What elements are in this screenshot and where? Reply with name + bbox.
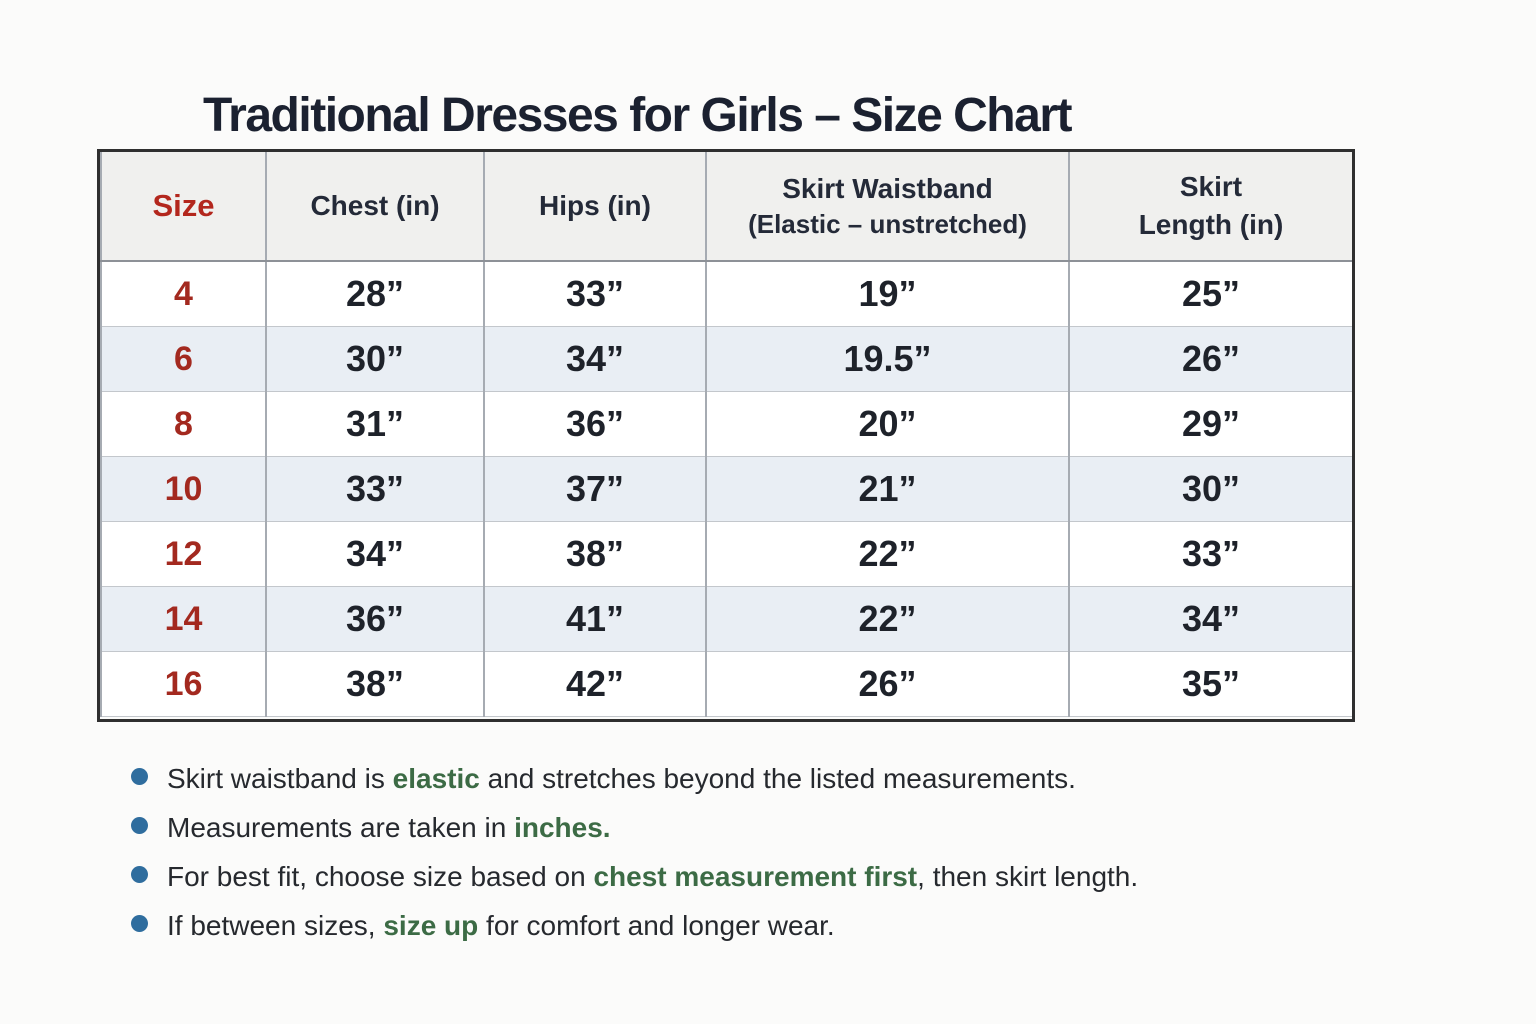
header-cell-waistband: Skirt Waistband (Elastic – unstretched) bbox=[705, 152, 1070, 262]
size-cell: 14 bbox=[100, 586, 267, 652]
note-text: If between sizes, size up for comfort an… bbox=[167, 909, 835, 943]
note-elastic-waistband: Skirt waistband is elastic and stretches… bbox=[131, 762, 1138, 796]
table-row-size-12: 12 34” 38” 22” 33” bbox=[100, 521, 1354, 587]
header-row: Size Chest (in) Hips (in) Skirt Waistban… bbox=[100, 152, 1354, 262]
size-cell: 8 bbox=[100, 391, 267, 457]
hips-cell: 36” bbox=[483, 391, 707, 457]
chest-cell: 31” bbox=[265, 391, 485, 457]
size-chart-table: Size Chest (in) Hips (in) Skirt Waistban… bbox=[100, 152, 1354, 717]
bullet-icon bbox=[131, 768, 148, 785]
chest-cell: 33” bbox=[265, 456, 485, 522]
table-row-size-6: 6 30” 34” 19.5” 26” bbox=[100, 326, 1354, 392]
note-text-highlight: size up bbox=[383, 910, 479, 941]
hips-cell: 38” bbox=[483, 521, 707, 587]
note-text-highlight: elastic bbox=[392, 763, 480, 794]
waistband-cell: 19.5” bbox=[705, 326, 1070, 392]
table-row-size-4: 4 28” 33” 19” 25” bbox=[100, 260, 1354, 327]
note-text-post: for comfort and longer wear. bbox=[478, 910, 835, 941]
length-header-line2: Length (in) bbox=[1138, 209, 1284, 240]
header-cell-hips: Hips (in) bbox=[483, 152, 707, 262]
note-text-pre: For best fit, choose size based on bbox=[167, 861, 594, 892]
notes-list: Skirt waistband is elastic and stretches… bbox=[131, 762, 1138, 943]
chest-cell: 38” bbox=[265, 651, 485, 717]
note-text-pre: If between sizes, bbox=[167, 910, 384, 941]
bullet-icon bbox=[131, 915, 148, 932]
header-cell-size: Size bbox=[100, 152, 267, 262]
length-cell: 26” bbox=[1068, 326, 1354, 392]
header-cell-skirt-length: Skirt Length (in) bbox=[1068, 152, 1354, 262]
note-text-pre: Skirt waistband is bbox=[167, 763, 393, 794]
size-cell: 12 bbox=[100, 521, 267, 587]
hips-cell: 33” bbox=[483, 260, 707, 327]
length-cell: 33” bbox=[1068, 521, 1354, 587]
table-row-size-10: 10 33” 37” 21” 30” bbox=[100, 456, 1354, 522]
waistband-cell: 26” bbox=[705, 651, 1070, 717]
table-header: Size Chest (in) Hips (in) Skirt Waistban… bbox=[100, 152, 1354, 262]
bullet-icon bbox=[131, 866, 148, 883]
note-text-post: , then skirt length. bbox=[917, 861, 1139, 892]
note-text-post: and stretches beyond the listed measurem… bbox=[479, 763, 1076, 794]
note-text-highlight: chest measurement first bbox=[593, 861, 918, 892]
note-text-highlight: inches. bbox=[514, 812, 611, 843]
table-row-size-14: 14 36” 41” 22” 34” bbox=[100, 586, 1354, 652]
header-cell-chest: Chest (in) bbox=[265, 152, 485, 262]
table-row-size-8: 8 31” 36” 20” 29” bbox=[100, 391, 1354, 457]
length-cell: 29” bbox=[1068, 391, 1354, 457]
note-text: Measurements are taken in inches. bbox=[167, 811, 611, 845]
waistband-header-line2: (Elastic – unstretched) bbox=[748, 209, 1027, 240]
chest-cell: 30” bbox=[265, 326, 485, 392]
note-text: Skirt waistband is elastic and stretches… bbox=[167, 762, 1076, 796]
waistband-cell: 20” bbox=[705, 391, 1070, 457]
hips-cell: 37” bbox=[483, 456, 707, 522]
hips-cell: 34” bbox=[483, 326, 707, 392]
note-best-fit: For best fit, choose size based on chest… bbox=[131, 860, 1138, 894]
size-cell: 16 bbox=[100, 651, 267, 717]
note-text: For best fit, choose size based on chest… bbox=[167, 860, 1138, 894]
waistband-cell: 19” bbox=[705, 260, 1070, 327]
note-size-up: If between sizes, size up for comfort an… bbox=[131, 909, 1138, 943]
length-cell: 34” bbox=[1068, 586, 1354, 652]
bullet-icon bbox=[131, 817, 148, 834]
size-cell: 10 bbox=[100, 456, 267, 522]
hips-cell: 42” bbox=[483, 651, 707, 717]
waistband-cell: 22” bbox=[705, 521, 1070, 587]
page-title: Traditional Dresses for Girls – Size Cha… bbox=[203, 89, 1072, 143]
chest-cell: 36” bbox=[265, 586, 485, 652]
length-cell: 30” bbox=[1068, 456, 1354, 522]
table-row-size-16: 16 38” 42” 26” 35” bbox=[100, 651, 1354, 717]
length-cell: 25” bbox=[1068, 260, 1354, 327]
chest-cell: 34” bbox=[265, 521, 485, 587]
hips-cell: 41” bbox=[483, 586, 707, 652]
size-cell: 4 bbox=[100, 260, 267, 327]
note-measured-in-inches: Measurements are taken in inches. bbox=[131, 811, 1138, 845]
length-header-line1: Skirt bbox=[1179, 171, 1243, 203]
waistband-cell: 21” bbox=[705, 456, 1070, 522]
waistband-header-line1: Skirt Waistband bbox=[782, 172, 993, 204]
waistband-cell: 22” bbox=[705, 586, 1070, 652]
chest-cell: 28” bbox=[265, 260, 485, 327]
length-cell: 35” bbox=[1068, 651, 1354, 717]
size-cell: 6 bbox=[100, 326, 267, 392]
note-text-pre: Measurements are taken in bbox=[167, 812, 515, 843]
